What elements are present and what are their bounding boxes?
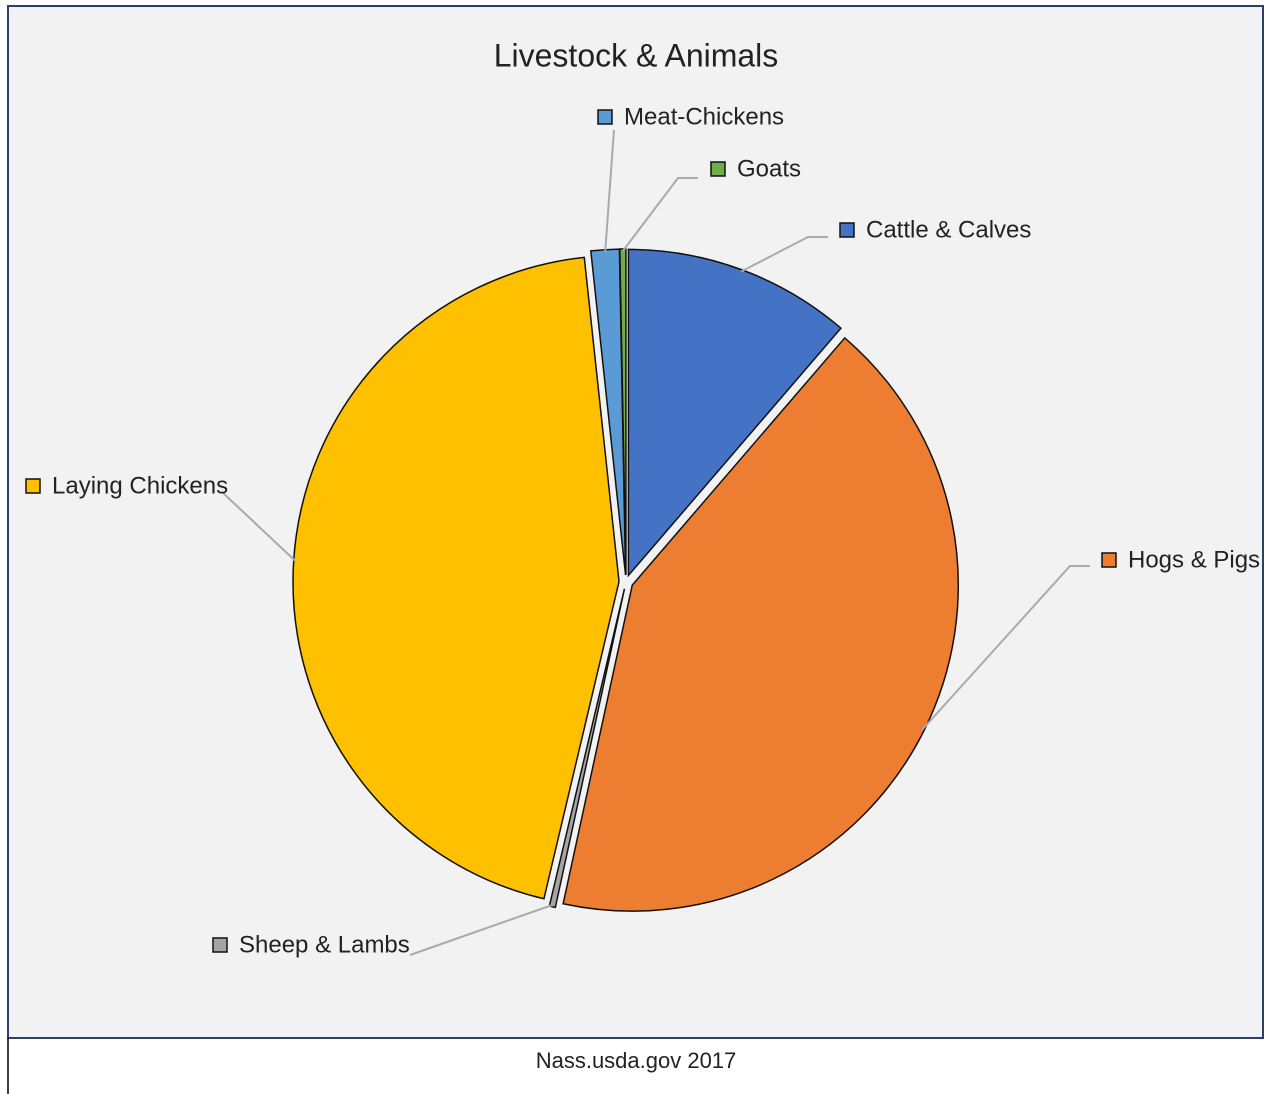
chart-title: Livestock & Animals	[494, 37, 779, 73]
source: Nass.usda.gov 2017	[536, 1048, 737, 1073]
slice-label: Hogs & Pigs	[1128, 546, 1260, 573]
slice-label: Cattle & Calves	[866, 216, 1031, 243]
leader-line	[740, 236, 828, 273]
pie-slice	[562, 336, 960, 912]
leader-line	[622, 177, 698, 252]
legend-swatch	[212, 937, 228, 953]
legend-swatch	[1101, 552, 1117, 568]
pie-slice	[627, 248, 842, 578]
slice-label: Laying Chickens	[52, 472, 228, 499]
legend-swatch	[710, 161, 726, 177]
slice-label: Meat-Chickens	[624, 103, 784, 130]
leader-line	[409, 903, 554, 956]
slice-label: Goats	[737, 155, 801, 182]
legend-swatch	[839, 222, 855, 238]
leader-line	[221, 491, 297, 562]
slice-label: Sheep & Lambs	[239, 931, 410, 958]
pie-slice	[292, 256, 620, 900]
leader-line	[921, 565, 1090, 731]
leader-line	[604, 129, 615, 252]
legend-swatch	[597, 109, 613, 125]
pie-slice	[619, 248, 627, 576]
legend-swatch	[25, 478, 41, 494]
